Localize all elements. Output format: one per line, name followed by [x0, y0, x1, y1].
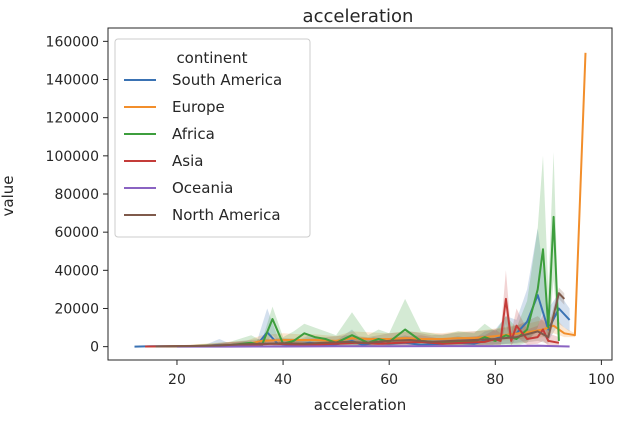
- legend: continent South America Europe Africa Asia O…: [114, 38, 311, 238]
- x-tick-label: 60: [380, 372, 398, 388]
- legend-label-north-america: North America: [172, 206, 281, 224]
- legend-box: [114, 38, 311, 238]
- x-tick-label: 80: [486, 372, 504, 388]
- band-north-america: [155, 287, 565, 347]
- legend-label-asia: Asia: [172, 152, 203, 170]
- line-oceania: [177, 344, 570, 348]
- x-axis-ticks: 20 40 60 80 100: [168, 360, 615, 388]
- y-tick-label: 120000: [46, 111, 99, 127]
- legend-label-oceania: Oceania: [172, 179, 233, 197]
- line-north-america: [155, 292, 566, 348]
- x-tick-label: 100: [588, 372, 615, 388]
- y-tick-label: 0: [90, 340, 99, 356]
- y-tick-label: 100000: [46, 149, 99, 165]
- y-tick-label: 80000: [54, 187, 99, 203]
- y-axis-label: value: [0, 176, 17, 217]
- x-tick-label: 40: [274, 372, 292, 388]
- legend-label-south-america: South America: [172, 71, 282, 89]
- x-axis-label: acceleration: [314, 396, 406, 414]
- y-tick-label: 40000: [54, 263, 99, 279]
- y-tick-label: 140000: [46, 73, 99, 89]
- x-tick-label: 20: [168, 372, 186, 388]
- series-lines: [134, 52, 587, 348]
- legend-label-europe: Europe: [172, 98, 225, 116]
- y-tick-label: 20000: [54, 301, 99, 317]
- y-axis-ticks: 0 20000 40000 60000 80000 100000 120000 140000 1…: [46, 34, 108, 356]
- y-tick-label: 160000: [46, 34, 99, 50]
- band-africa: [166, 152, 559, 347]
- legend-title: continent: [176, 49, 247, 67]
- chart-title: acceleration: [303, 6, 414, 27]
- legend-label-africa: Africa: [172, 125, 215, 143]
- y-tick-label: 60000: [54, 225, 99, 241]
